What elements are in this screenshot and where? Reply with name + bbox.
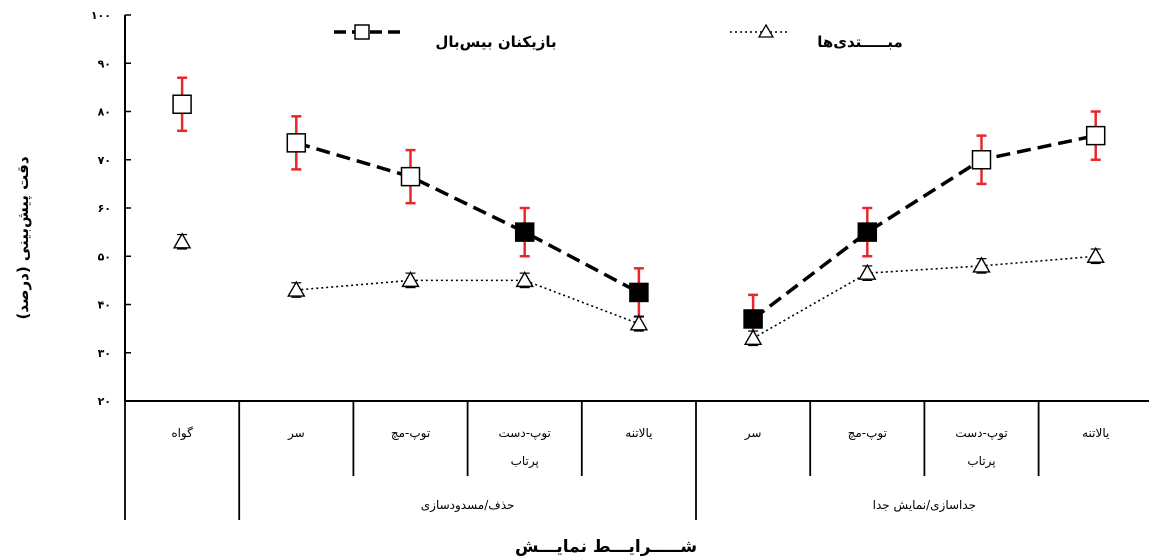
axes: ۲۰ ۳۰ ۴۰ ۵۰ ۶۰ ۷۰ ۸۰ ۹۰ ۱۰۰ [91,9,1149,408]
data-point [743,309,763,329]
y-axis-title: دقت پیش‌بینی (درصد) [14,156,33,319]
data-point [514,222,535,242]
legend-label-0: بازیکنان بیس‌بال [435,33,556,51]
series-layer [172,76,1106,347]
series-line [295,141,640,294]
data-point [172,232,192,249]
group-label: حذف/مسدودسازی [421,498,515,513]
y-tick-label: ۳۰ [98,347,111,360]
data-point [286,133,307,153]
data-point [515,270,534,288]
x-tick-label: توپ-دست پرتاب [499,426,551,469]
series-line [752,133,1097,321]
data-point [287,280,306,297]
y-tick-label: ۹۰ [98,57,111,70]
data-point [1085,125,1106,146]
y-tick-label: ۶۰ [98,202,111,215]
y-tick-label: ۴۰ [98,299,111,312]
y-tick-label: ۲۰ [98,395,111,408]
legend-marker-0 [354,24,370,40]
data-point [629,314,649,331]
data-point [743,328,763,345]
x-tick-label: گواه [171,426,193,441]
data-point [1086,246,1105,263]
y-tick-label: ۸۰ [98,106,111,119]
series-line [752,255,1096,339]
x-tick-label: توپ-مچ [848,426,887,441]
data-point [857,222,878,242]
x-tick-label: یالاتنه [1082,426,1109,440]
series-0 [172,76,1106,345]
category-table: گواه سر توپ-مچ توپ-دست پرتاب یالاتنه سر توپ-مچ ت… [124,401,1109,520]
y-tick-label: ۱۰۰ [91,9,111,22]
x-tick-label: یالاتنه [625,426,652,440]
data-point [858,263,877,280]
x-tick-label: سر [744,426,762,441]
legend-marker-1 [757,23,775,38]
x-tick-label: توپ-دست پرتاب [955,426,1007,469]
data-point [401,270,420,288]
data-point [971,150,992,170]
data-point [972,256,991,273]
x-tick-label: سر [287,426,305,441]
y-tick-label: ۷۰ [98,154,111,167]
data-point [629,282,649,303]
x-tick-label: توپ-مچ [391,426,430,441]
group-label: جداسازی/نمایش جدا [873,498,976,513]
data-point [400,166,421,187]
legend-label-1: مبـــــتدی‌ها [817,33,903,51]
series-1 [172,232,1105,347]
legend: بازیکنان بیس‌بال مبـــــتدی‌ها [334,23,903,51]
data-point [172,94,192,115]
y-tick-label: ۵۰ [98,250,111,263]
x-axis-title: شـــــرایـــط نمایـــش [515,537,697,557]
series-line [296,279,640,325]
